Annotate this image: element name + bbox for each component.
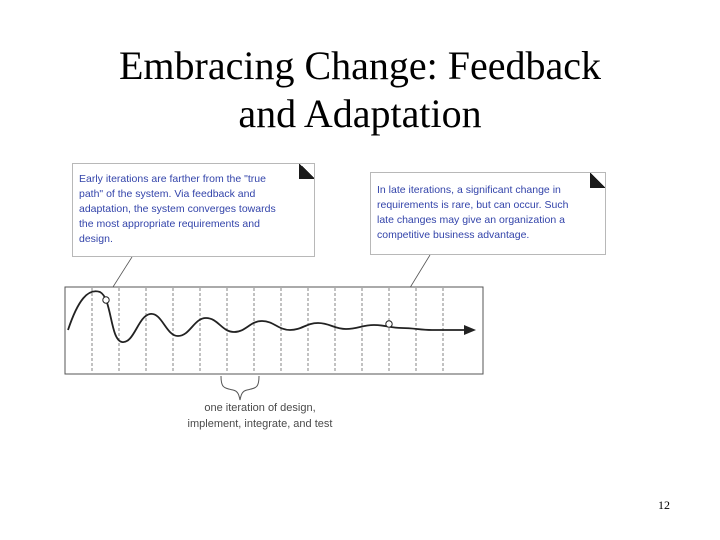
iteration-label-line-1: one iteration of design, bbox=[204, 402, 316, 414]
title-line-1: Embracing Change: Feedback bbox=[118, 43, 602, 88]
early-callout-marker bbox=[102, 296, 110, 304]
iteration-brace bbox=[220, 375, 260, 401]
iteration-label: one iteration of design, implement, inte… bbox=[160, 400, 360, 432]
title-line-2: and Adaptation bbox=[238, 91, 482, 136]
iteration-label-line-2: implement, integrate, and test bbox=[187, 418, 333, 430]
note-line: requirements is rare, but can occur. Suc… bbox=[377, 199, 569, 211]
wave-arrowhead bbox=[464, 325, 476, 335]
early-iterations-note: Early iterations are farther from the "t… bbox=[72, 163, 315, 257]
note-line: path" of the system. Via feedback and bbox=[79, 188, 256, 200]
page-fold-icon bbox=[299, 164, 314, 179]
note-line: competitive business advantage. bbox=[377, 229, 530, 241]
note-line: Early iterations are farther from the "t… bbox=[79, 173, 266, 185]
note-line: In late iterations, a significant change… bbox=[377, 184, 561, 196]
late-callout-marker bbox=[385, 320, 393, 328]
note-line: design. bbox=[79, 233, 113, 245]
page-number: 12 bbox=[658, 498, 670, 512]
page-fold-icon bbox=[590, 173, 605, 188]
note-line: late changes may give an organization a bbox=[377, 214, 565, 226]
iteration-gridlines bbox=[91, 288, 444, 373]
converging-wave bbox=[67, 290, 466, 343]
late-iterations-note: In late iterations, a significant change… bbox=[370, 172, 606, 255]
note-line: the most appropriate requirements and bbox=[79, 218, 260, 230]
slide-title: Embracing Change: Feedback and Adaptatio… bbox=[60, 42, 660, 138]
timeline-frame bbox=[64, 286, 484, 375]
note-line: adaptation, the system converges towards bbox=[79, 203, 276, 215]
